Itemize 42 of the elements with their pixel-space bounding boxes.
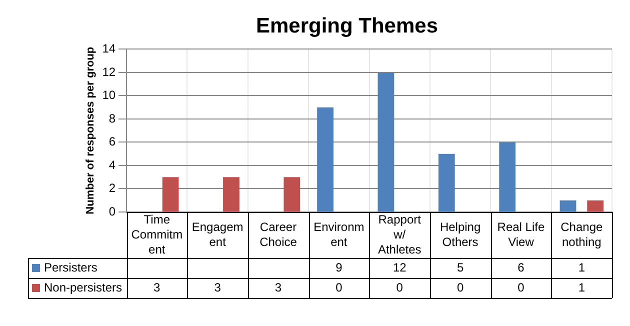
chart-title: Emerging Themes: [256, 14, 438, 38]
bar: [378, 72, 394, 212]
x-tick-label: Helping Others: [440, 220, 481, 249]
y-tick-label: 12: [102, 64, 116, 79]
bar: [223, 177, 240, 212]
x-tick-label: Real Life View: [497, 220, 545, 249]
bar: [438, 154, 455, 212]
legend-label: Persisters: [44, 260, 98, 274]
x-tick-label: Environment: [314, 220, 364, 249]
bar: [560, 200, 576, 212]
data-label: 0: [336, 280, 343, 294]
data-label: 3: [214, 280, 222, 294]
y-tick-label: 2: [108, 181, 116, 196]
data-label: 1: [578, 260, 586, 274]
data-label: 3: [274, 280, 282, 294]
data-label: 6: [518, 260, 525, 274]
data-label: 0: [396, 280, 404, 294]
data-label: 5: [456, 260, 464, 274]
data-label: 9: [336, 260, 343, 274]
y-tick-label: 6: [108, 134, 116, 149]
bar: [284, 177, 300, 212]
bar: [587, 200, 604, 212]
y-tick-label: 8: [108, 111, 116, 126]
data-label: 1: [578, 280, 586, 294]
bar: [317, 107, 334, 212]
x-tick-label: Change nothing: [560, 220, 603, 249]
x-tick-label: Time Commitment: [131, 212, 183, 256]
legend-label: Non-persisters: [44, 280, 122, 294]
data-label: 3: [154, 280, 161, 294]
x-tick-label: Rapport w/ Athletes: [378, 212, 422, 256]
y-tick-label: 4: [108, 158, 116, 172]
y-axis-title: Number of responses per group: [84, 46, 97, 214]
data-label: 12: [392, 260, 407, 274]
x-tick-label: Engagement: [192, 220, 244, 249]
y-tick-label: 0: [108, 204, 116, 218]
x-tick-label: Career Choice: [260, 220, 298, 249]
y-tick-label: 10: [102, 88, 116, 102]
data-label: 0: [518, 280, 525, 294]
y-tick-label: 14: [102, 42, 116, 56]
bar: [499, 142, 516, 212]
data-label: 0: [456, 280, 464, 294]
bar: [162, 177, 179, 212]
